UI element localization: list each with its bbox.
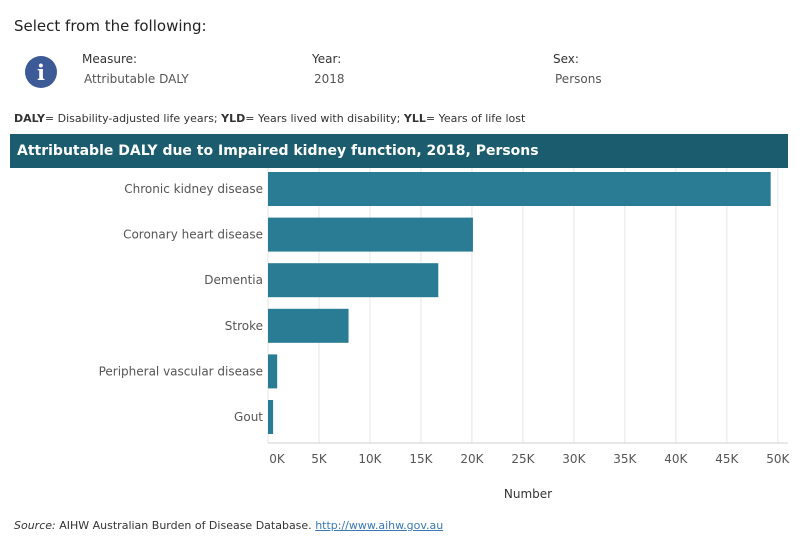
measure-value[interactable]: Attributable DALY — [84, 72, 189, 86]
select-title: Select from the following: — [14, 17, 207, 35]
x-tick-label-4: 20K — [460, 452, 484, 466]
x-tick-label-9: 45K — [715, 452, 739, 466]
bar-1 — [268, 217, 473, 252]
sex-label: Sex: — [553, 52, 579, 66]
yld-abbr: YLD — [221, 112, 246, 125]
chart-title: Attributable DALY due to Impaired kidney… — [10, 134, 788, 168]
x-tick-label-6: 30K — [562, 452, 586, 466]
bar-0 — [268, 172, 771, 206]
bar-4 — [268, 354, 278, 389]
category-label-5: Gout — [234, 410, 263, 424]
source-text: AIHW Australian Burden of Disease Databa… — [55, 519, 316, 532]
year-label: Year: — [312, 52, 342, 66]
daly-text: = Disability-adjusted life years; — [44, 112, 222, 125]
sex-filter[interactable]: Sex: Persons — [553, 52, 602, 86]
year-value[interactable]: 2018 — [314, 72, 345, 86]
category-label-3: Stroke — [225, 319, 263, 333]
measure-filter[interactable]: Measure: Attributable DALY — [82, 52, 189, 86]
category-label-1: Coronary heart disease — [123, 228, 263, 242]
abbreviation-note: DALY= Disability-adjusted life years; YL… — [14, 112, 525, 125]
x-tick-label-0: 0K — [269, 452, 286, 466]
bar-3 — [268, 308, 349, 343]
category-label-0: Chronic kidney disease — [124, 182, 263, 196]
x-tick-label-10: 50K — [766, 452, 790, 466]
measure-label: Measure: — [82, 52, 138, 66]
daly-abbr: DALY — [14, 112, 45, 125]
bar-5 — [268, 400, 274, 434]
x-tick-label-2: 10K — [358, 452, 382, 466]
source-label: Source: — [14, 519, 56, 532]
category-label-2: Dementia — [204, 273, 263, 287]
bar-chart: Chronic kidney disease Coronary heart dis… — [99, 168, 791, 501]
x-tick-label-1: 5K — [311, 452, 328, 466]
yll-abbr: YLL — [403, 112, 426, 125]
sex-value[interactable]: Persons — [555, 72, 602, 86]
source-link[interactable]: http://www.aihw.gov.au — [315, 519, 444, 532]
source-note: Source: AIHW Australian Burden of Diseas… — [14, 519, 443, 532]
yll-text: = Years of life lost — [425, 112, 526, 125]
x-axis-title: Number — [504, 487, 552, 501]
category-label-4: Peripheral vascular disease — [99, 364, 263, 378]
x-tick-label-3: 15K — [409, 452, 433, 466]
info-icon[interactable]: i — [25, 56, 57, 88]
x-tick-label-8: 40K — [664, 452, 688, 466]
x-tick-label-5: 25K — [511, 452, 535, 466]
year-filter[interactable]: Year: 2018 — [312, 52, 345, 86]
bar-2 — [268, 263, 439, 298]
yld-text: = Years lived with disability; — [245, 112, 404, 125]
x-tick-label-7: 35K — [613, 452, 637, 466]
